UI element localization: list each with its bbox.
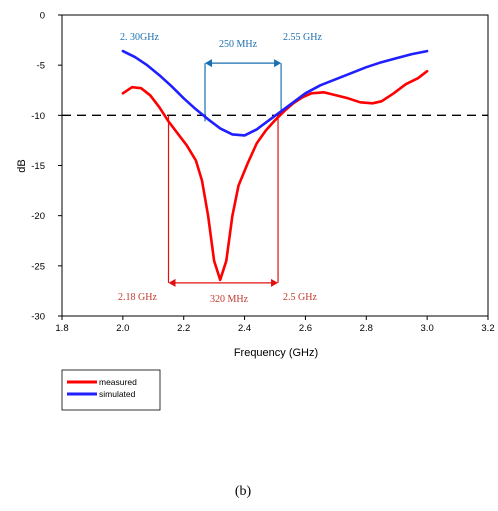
y-tick-label: -25 [31, 261, 45, 272]
red-left-freq-label: 2.18 GHz [118, 292, 157, 303]
red-arrowhead-right [271, 278, 279, 287]
blue-arrowhead-right [274, 59, 282, 68]
x-tick-label: 2.2 [177, 323, 190, 334]
y-tick-label: -15 [31, 161, 45, 172]
series-line-simulated [121, 49, 429, 137]
x-axis-title: Frequency (GHz) [234, 347, 318, 359]
y-tick-label: -10 [31, 111, 45, 122]
x-tick-label: 2.4 [238, 323, 251, 334]
blue-left-freq-label: 2. 30GHz [120, 32, 159, 43]
x-tick-label: 3.2 [481, 323, 494, 334]
x-tick-label: 2.6 [299, 323, 312, 334]
red-right-freq-label: 2.5 GHz [283, 292, 317, 303]
red-bandwidth-label: 320 MHz [210, 294, 249, 305]
legend-box [61, 369, 161, 411]
x-tick-label: 3.0 [421, 323, 434, 334]
legend-label-simulated: simulated [99, 389, 136, 399]
y-tick-label: -30 [31, 312, 45, 323]
y-tick-label: -5 [37, 61, 45, 72]
y-axis-title: dB [16, 159, 28, 172]
legend-label-measured: measured [99, 377, 137, 387]
x-tick-label: 2.0 [116, 323, 129, 334]
blue-right-freq-label: 2.55 GHz [283, 32, 322, 43]
x-tick-label: 1.8 [55, 323, 68, 334]
x-tick-label: 2.8 [360, 323, 373, 334]
figure-caption: (b) [235, 484, 252, 499]
blue-bandwidth-label: 250 MHz [219, 39, 258, 50]
y-tick-label: -20 [31, 211, 45, 222]
red-arrowhead-left [168, 278, 176, 287]
y-tick-label: 0 [40, 11, 45, 22]
series-line-measured [121, 69, 429, 282]
blue-arrowhead-left [205, 59, 213, 68]
